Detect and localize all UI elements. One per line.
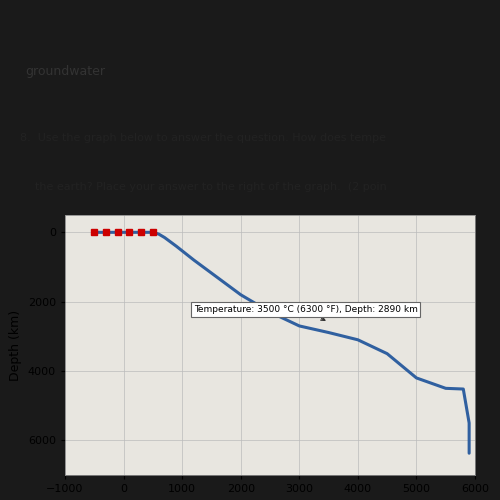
Text: groundwater: groundwater	[25, 65, 105, 78]
Text: Temperature: 3500 °C (6300 °F), Depth: 2890 km: Temperature: 3500 °C (6300 °F), Depth: 2…	[194, 305, 418, 320]
Text: 8.  Use the graph below to answer the question. How does tempe: 8. Use the graph below to answer the que…	[20, 132, 386, 143]
Text: the earth? Place your answer to the right of the graph.  (2 poin: the earth? Place your answer to the righ…	[35, 182, 387, 192]
Y-axis label: Depth (km): Depth (km)	[10, 310, 22, 380]
